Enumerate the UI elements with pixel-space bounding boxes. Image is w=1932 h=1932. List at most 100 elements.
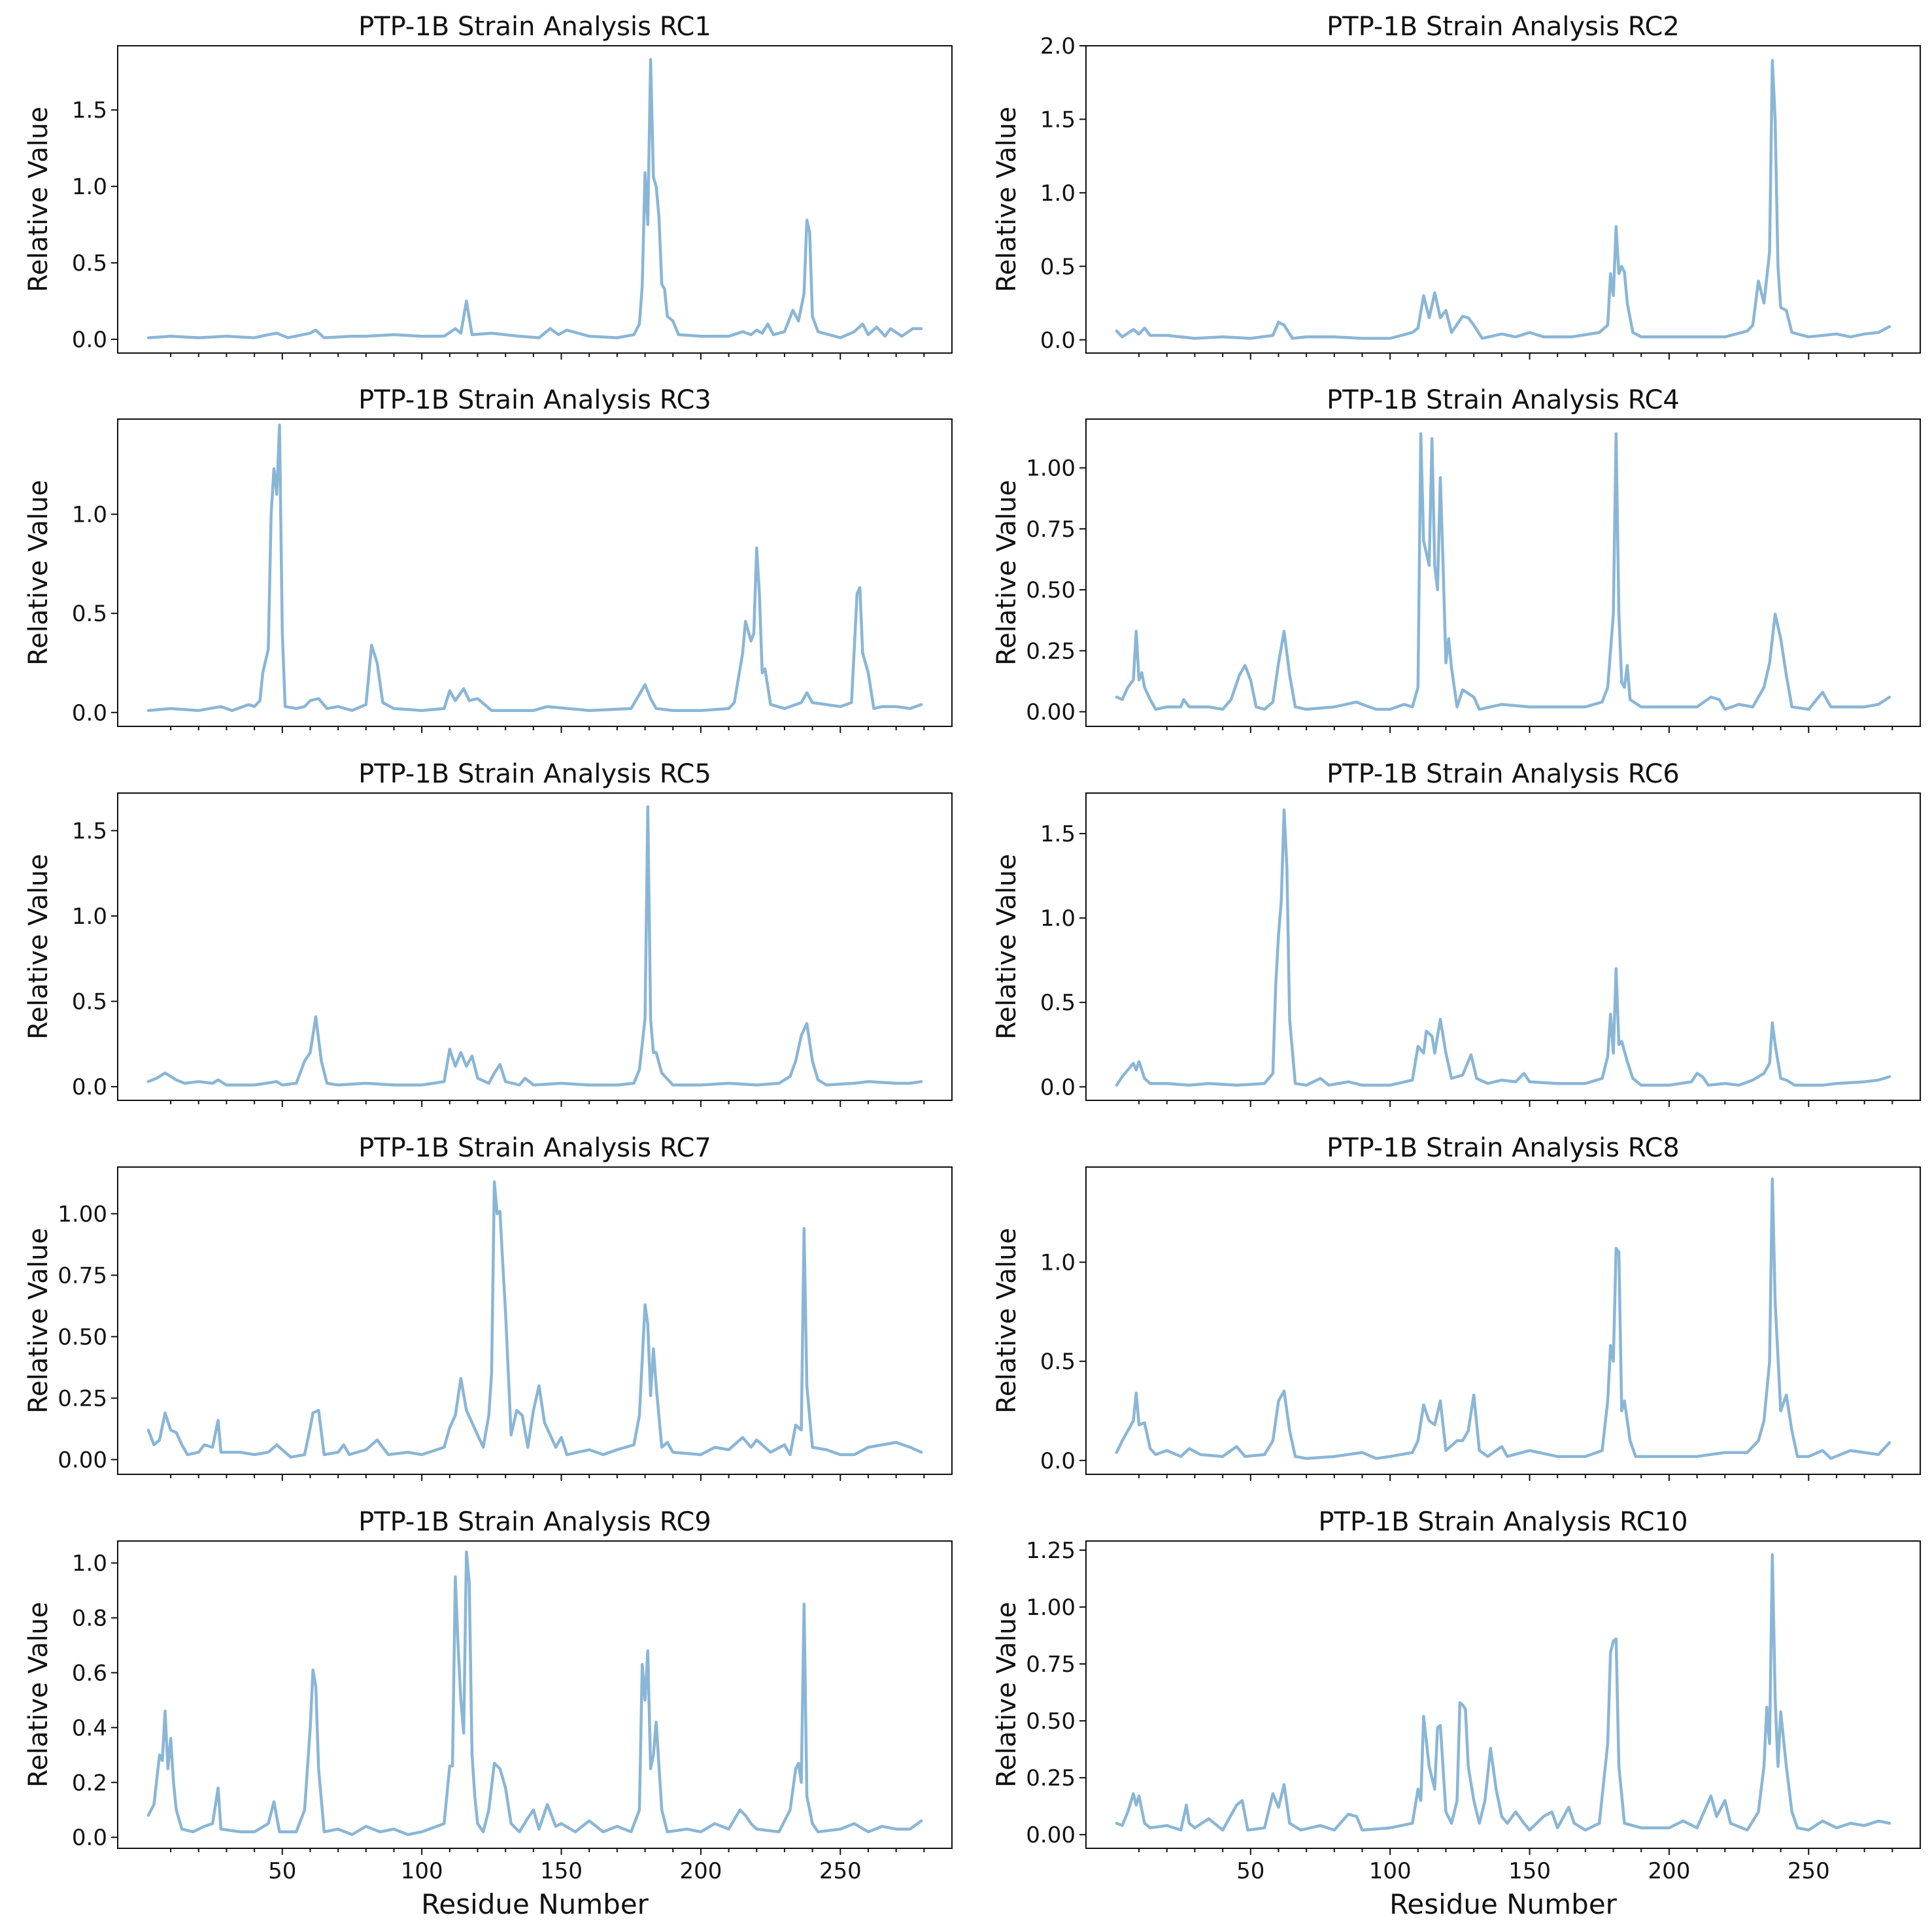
x-tick-label: 50 <box>1236 1858 1264 1884</box>
y-tick-label: 1.00 <box>1026 456 1076 482</box>
x-tick-label: 250 <box>819 1858 862 1884</box>
x-tick-label: 150 <box>540 1858 583 1884</box>
y-axis-label: Relative Value <box>24 1228 54 1414</box>
subplot-title: PTP-1B Strain Analysis RC1 <box>358 12 711 42</box>
y-tick-label: 0.50 <box>1026 1708 1076 1735</box>
y-tick-label: 0.75 <box>1026 1652 1076 1678</box>
subplot-rc4: PTP-1B Strain Analysis RC4 Relative Value… <box>992 385 1921 733</box>
series-line <box>1115 808 1891 1087</box>
series-line <box>1115 59 1891 340</box>
y-tick-label: 0.00 <box>1026 700 1076 726</box>
subplot-rc10: PTP-1B Strain Analysis RC10 Relative Valu… <box>992 1507 1921 1920</box>
y-tick-label: 0.25 <box>58 1385 107 1412</box>
y-tick-label: 1.0 <box>72 904 107 930</box>
subplot-title: PTP-1B Strain Analysis RC10 <box>1318 1507 1687 1537</box>
y-tick-label: 0.50 <box>1026 577 1076 603</box>
x-tick-label: 250 <box>1788 1858 1830 1884</box>
plot-frame <box>117 45 953 354</box>
y-tick-label: 0.0 <box>1040 1448 1076 1474</box>
y-tick-label: 0.25 <box>1026 1765 1076 1791</box>
plot-frame <box>117 792 953 1101</box>
y-axis-label: Relative Value <box>992 854 1022 1040</box>
plot-frame <box>1085 1540 1921 1849</box>
y-tick-label: 0.5 <box>72 989 107 1015</box>
plot-frame <box>117 418 953 727</box>
y-tick-label: 1.5 <box>1040 821 1076 847</box>
y-tick-label: 0.2 <box>72 1770 107 1796</box>
subplot-title: PTP-1B Strain Analysis RC7 <box>358 1133 711 1163</box>
subplot-title: PTP-1B Strain Analysis RC6 <box>1327 759 1680 789</box>
series-line <box>146 58 923 339</box>
subplot-rc8: PTP-1B Strain Analysis RC8 Relative Value… <box>992 1133 1921 1481</box>
subplot-title: PTP-1B Strain Analysis RC2 <box>1327 12 1680 42</box>
y-axis-label: Relative Value <box>24 854 54 1040</box>
y-tick-label: 0.00 <box>58 1447 107 1473</box>
series-line <box>1115 432 1891 711</box>
plot-frame <box>1085 45 1921 354</box>
subplot-rc9: PTP-1B Strain Analysis RC9 Relative Value… <box>24 1507 953 1920</box>
y-tick-label: 1.0 <box>1040 1250 1076 1276</box>
subplot-title: PTP-1B Strain Analysis RC5 <box>358 759 711 789</box>
series-line <box>146 423 923 712</box>
x-tick-label: 200 <box>679 1858 722 1884</box>
y-axis-label: Relative Value <box>992 1228 1022 1414</box>
y-tick-label: 1.5 <box>1040 107 1076 133</box>
y-tick-label: 0.75 <box>1026 517 1076 543</box>
x-tick-label: 100 <box>1369 1858 1412 1884</box>
subplot-rc7: PTP-1B Strain Analysis RC7 Relative Value… <box>24 1133 953 1481</box>
series-line <box>146 805 923 1087</box>
x-axis-label: Residue Number <box>421 1888 649 1920</box>
y-axis-label: Relative Value <box>24 1602 54 1788</box>
x-tick-label: 200 <box>1648 1858 1690 1884</box>
y-tick-label: 1.0 <box>72 502 107 528</box>
y-tick-label: 0.5 <box>72 250 107 277</box>
x-tick-label: 100 <box>401 1858 443 1884</box>
y-tick-label: 0.6 <box>72 1660 107 1686</box>
y-tick-label: 0.4 <box>72 1715 107 1741</box>
y-axis-label: Relative Value <box>992 107 1022 292</box>
y-tick-label: 0.0 <box>72 700 107 726</box>
y-tick-label: 0.0 <box>1040 328 1076 354</box>
x-tick-label: 50 <box>268 1858 296 1884</box>
series-line <box>1115 1553 1891 1832</box>
y-tick-label: 1.0 <box>72 1551 107 1577</box>
series-line <box>146 1550 923 1837</box>
y-axis-label: Relative Value <box>992 1602 1022 1788</box>
y-tick-label: 0.0 <box>72 327 107 353</box>
series-line <box>1115 1177 1891 1460</box>
y-tick-label: 0.5 <box>1040 990 1076 1016</box>
x-axis-label: Residue Number <box>1389 1888 1618 1920</box>
y-tick-label: 0.75 <box>58 1263 107 1289</box>
plot-frame <box>1085 792 1921 1101</box>
subplot-rc5: PTP-1B Strain Analysis RC5 Relative Value… <box>24 759 953 1107</box>
y-tick-label: 1.25 <box>1026 1538 1076 1564</box>
subplot-title: PTP-1B Strain Analysis RC3 <box>358 385 711 415</box>
y-axis-label: Relative Value <box>992 480 1022 666</box>
x-tick-label: 150 <box>1508 1858 1551 1884</box>
y-tick-label: 0.50 <box>58 1324 107 1350</box>
y-tick-label: 1.5 <box>72 97 107 124</box>
plot-frame <box>1085 1166 1921 1475</box>
y-tick-label: 2.0 <box>1040 33 1076 59</box>
subplot-rc6: PTP-1B Strain Analysis RC6 Relative Value… <box>992 759 1921 1107</box>
y-tick-label: 1.5 <box>72 818 107 844</box>
y-tick-label: 0.25 <box>1026 638 1076 664</box>
subplot-rc1: PTP-1B Strain Analysis RC1 Relative Value… <box>24 12 953 360</box>
y-tick-label: 0.0 <box>1040 1074 1076 1100</box>
plot-frame <box>1085 418 1921 727</box>
y-tick-label: 1.0 <box>1040 906 1076 932</box>
y-tick-label: 0.5 <box>1040 1349 1076 1375</box>
y-axis-label: Relative Value <box>24 107 54 292</box>
y-tick-label: 1.00 <box>58 1201 107 1227</box>
subplot-title: PTP-1B Strain Analysis RC8 <box>1327 1133 1680 1163</box>
y-tick-label: 0.0 <box>72 1825 107 1851</box>
subplot-title: PTP-1B Strain Analysis RC9 <box>358 1507 711 1537</box>
y-tick-label: 1.0 <box>72 174 107 200</box>
plot-frame <box>117 1166 953 1475</box>
y-tick-label: 1.0 <box>1040 180 1076 207</box>
subplot-title: PTP-1B Strain Analysis RC4 <box>1327 385 1680 415</box>
y-tick-label: 1.00 <box>1026 1595 1076 1621</box>
y-tick-label: 0.8 <box>72 1606 107 1632</box>
subplot-rc3: PTP-1B Strain Analysis RC3 Relative Value… <box>24 385 953 733</box>
